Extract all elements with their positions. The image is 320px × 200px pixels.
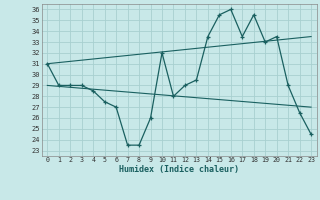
X-axis label: Humidex (Indice chaleur): Humidex (Indice chaleur) [119,165,239,174]
